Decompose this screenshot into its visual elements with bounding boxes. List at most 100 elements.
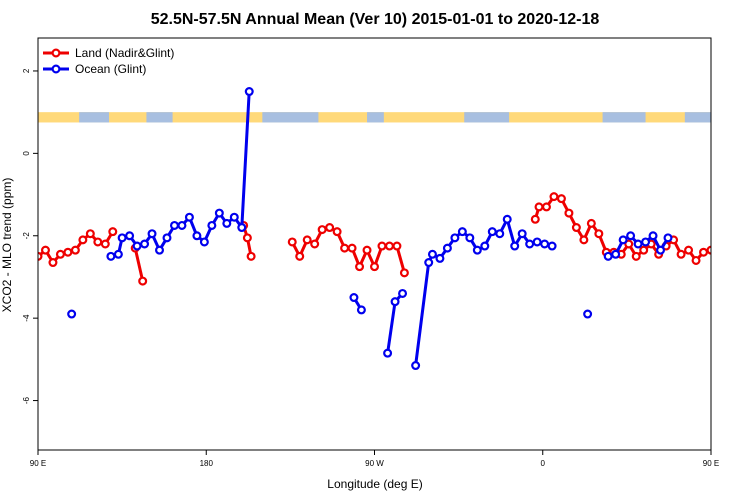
band-ocean xyxy=(146,112,173,123)
data-point xyxy=(106,251,116,261)
band-ocean xyxy=(464,112,510,123)
data-point xyxy=(571,223,581,233)
data-point xyxy=(487,227,497,237)
data-point xyxy=(113,249,123,259)
series-layer xyxy=(38,87,750,371)
band-ocean xyxy=(602,112,646,123)
data-point xyxy=(547,241,557,251)
data-point xyxy=(48,258,58,268)
data-point xyxy=(78,235,88,245)
data-point xyxy=(162,233,172,243)
data-point xyxy=(125,231,135,241)
data-point xyxy=(583,309,593,319)
data-point xyxy=(427,249,437,259)
data-point xyxy=(63,247,73,257)
chart-title: 52.5N-57.5N Annual Mean (Ver 10) 2015-01… xyxy=(151,11,600,28)
data-point xyxy=(100,239,110,249)
y-tick-label: -6 xyxy=(22,396,31,404)
data-point xyxy=(85,229,95,239)
data-point xyxy=(302,235,312,245)
data-point xyxy=(450,233,460,243)
band-ocean xyxy=(684,112,711,123)
data-point xyxy=(229,212,239,222)
series-line xyxy=(533,195,711,262)
data-point xyxy=(556,194,566,204)
data-point xyxy=(117,233,127,243)
band-ocean xyxy=(367,112,384,123)
legend-label: Land (Nadir&Glint) xyxy=(75,46,174,60)
y-tick-label: -4 xyxy=(22,314,31,322)
data-point xyxy=(67,309,77,319)
series-ocean xyxy=(67,87,673,371)
data-point xyxy=(534,202,544,212)
data-point xyxy=(641,237,651,247)
y-tick-label: -2 xyxy=(22,232,31,240)
data-point xyxy=(442,243,452,253)
data-point xyxy=(715,247,722,254)
data-point xyxy=(383,348,393,358)
data-point xyxy=(184,212,194,222)
data-point xyxy=(517,229,527,239)
data-point xyxy=(132,241,142,251)
legend: Land (Nadir&Glint) Ocean (Glint) xyxy=(43,46,174,76)
data-point xyxy=(663,233,673,243)
data-point xyxy=(472,245,482,255)
data-point xyxy=(325,223,335,233)
data-point xyxy=(93,237,103,247)
data-point xyxy=(549,192,559,202)
x-axis-label: Longitude (deg E) xyxy=(327,477,422,491)
data-point xyxy=(222,218,232,228)
data-point xyxy=(392,241,402,251)
data-point xyxy=(147,229,157,239)
data-point xyxy=(295,251,305,261)
data-point xyxy=(611,249,621,259)
data-point xyxy=(155,245,165,255)
data-point xyxy=(626,231,636,241)
data-point xyxy=(356,305,366,315)
data-point xyxy=(738,236,745,243)
y-axis-label: XCO2 - MLO trend (ppm) xyxy=(0,178,14,313)
data-point xyxy=(55,249,65,259)
x-axis: 90 E 180 90 W 0 90 E xyxy=(30,450,719,468)
data-point xyxy=(631,251,641,261)
data-point xyxy=(310,239,320,249)
data-point xyxy=(639,245,649,255)
data-point xyxy=(349,293,359,303)
data-point xyxy=(138,276,148,286)
data-point xyxy=(730,230,737,237)
data-point xyxy=(435,253,445,263)
data-point xyxy=(676,249,686,259)
data-point xyxy=(480,241,490,251)
data-point xyxy=(684,245,694,255)
data-point xyxy=(38,251,43,261)
data-point xyxy=(242,233,252,243)
data-point xyxy=(656,245,666,255)
data-point xyxy=(177,220,187,230)
data-point xyxy=(699,247,709,257)
legend-swatch-marker xyxy=(51,64,61,74)
data-point xyxy=(370,262,380,272)
data-point xyxy=(624,239,634,249)
y-axis: 2 0 -2 -4 -6 xyxy=(22,68,38,404)
x-tick-label: 0 xyxy=(541,459,546,468)
series-line xyxy=(133,247,145,282)
data-point xyxy=(564,208,574,218)
data-point xyxy=(525,239,535,249)
data-point xyxy=(541,202,551,212)
data-point xyxy=(648,231,658,241)
data-point xyxy=(332,227,342,237)
x-tick-label: 90 W xyxy=(365,459,384,468)
data-point xyxy=(199,237,209,247)
data-point xyxy=(169,220,179,230)
data-point xyxy=(618,235,628,245)
data-point xyxy=(192,231,202,241)
data-point xyxy=(457,227,467,237)
band-ocean xyxy=(262,112,319,123)
data-point xyxy=(347,243,357,253)
legend-label: Ocean (Glint) xyxy=(75,62,146,76)
data-point xyxy=(40,245,50,255)
data-point xyxy=(579,235,589,245)
data-point xyxy=(745,239,750,246)
x-tick-label: 180 xyxy=(200,459,214,468)
